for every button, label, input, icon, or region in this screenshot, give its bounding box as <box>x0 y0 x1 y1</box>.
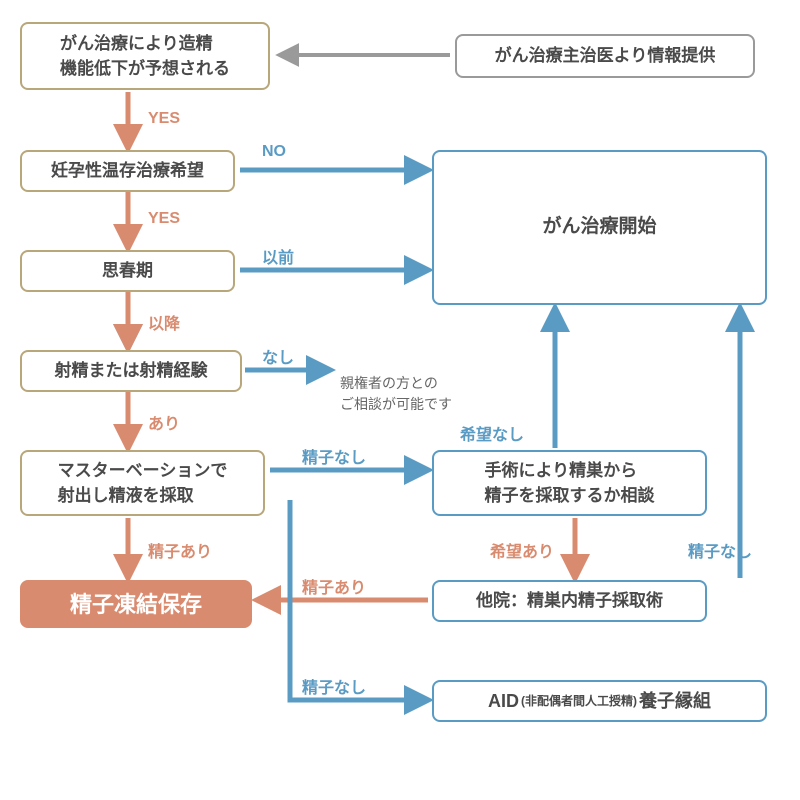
node-tese: 他院：精巣内精子採取術 <box>432 580 707 622</box>
node-cryo-text: 精子凍結保存 <box>70 588 202 621</box>
node-surgery: 手術により精巣から 精子を採取するか相談 <box>432 450 707 516</box>
node-puberty: 思春期 <box>20 250 235 292</box>
node-ejac: 射精または射精経験 <box>20 350 242 392</box>
label-yes1: YES <box>148 110 180 128</box>
node-treatment-start: がん治療開始 <box>432 150 767 305</box>
label-after: 以降 <box>148 310 180 334</box>
label-sperm-ari2: 精子あり <box>302 574 366 598</box>
label-no: NO <box>262 143 286 161</box>
node-wish-text: 妊孕性温存治療希望 <box>51 158 204 184</box>
label-sperm-none2: 精子なし <box>688 538 752 562</box>
node-guardian: 親権者の方との ご相談が可能です <box>340 352 452 415</box>
node-info: がん治療主治医より情報提供 <box>455 34 755 78</box>
node-aid-note: (非配偶者間人工授精) <box>521 692 637 710</box>
node-cryo: 精子凍結保存 <box>20 580 252 628</box>
label-none: なし <box>262 344 294 368</box>
node-tese-text: 他院：精巣内精子採取術 <box>476 588 663 614</box>
node-start: がん治療により造精 機能低下が予想される <box>20 22 270 90</box>
label-yes2: YES <box>148 210 180 228</box>
label-wish-none: 希望なし <box>460 421 524 445</box>
node-collect: マスターベーションで 射出し精液を採取 <box>20 450 265 516</box>
node-guardian-text: 親権者の方との ご相談が可能です <box>340 375 452 412</box>
node-surgery-text: 手術により精巣から 精子を採取するか相談 <box>485 458 655 509</box>
node-aid: AID (非配偶者間人工授精) 養子縁組 <box>432 680 767 722</box>
label-sperm-none3: 精子なし <box>302 674 366 698</box>
label-sperm-ari: 精子あり <box>148 538 212 562</box>
node-wish: 妊孕性温存治療希望 <box>20 150 235 192</box>
node-collect-text: マスターベーションで 射出し精液を採取 <box>58 458 228 509</box>
node-start-text: がん治療により造精 機能低下が予想される <box>60 31 230 82</box>
label-sperm-none: 精子なし <box>302 444 366 468</box>
label-wish-ari: 希望あり <box>490 538 554 562</box>
node-ejac-text: 射精または射精経験 <box>55 358 208 384</box>
node-treatment-start-text: がん治療開始 <box>542 213 656 242</box>
label-before: 以前 <box>262 244 294 268</box>
node-adopt-text: 養子縁組 <box>639 688 711 715</box>
node-puberty-text: 思春期 <box>102 258 153 284</box>
label-ari: あり <box>148 410 180 434</box>
node-aid-text: AID <box>488 688 519 715</box>
node-info-text: がん治療主治医より情報提供 <box>495 43 716 69</box>
